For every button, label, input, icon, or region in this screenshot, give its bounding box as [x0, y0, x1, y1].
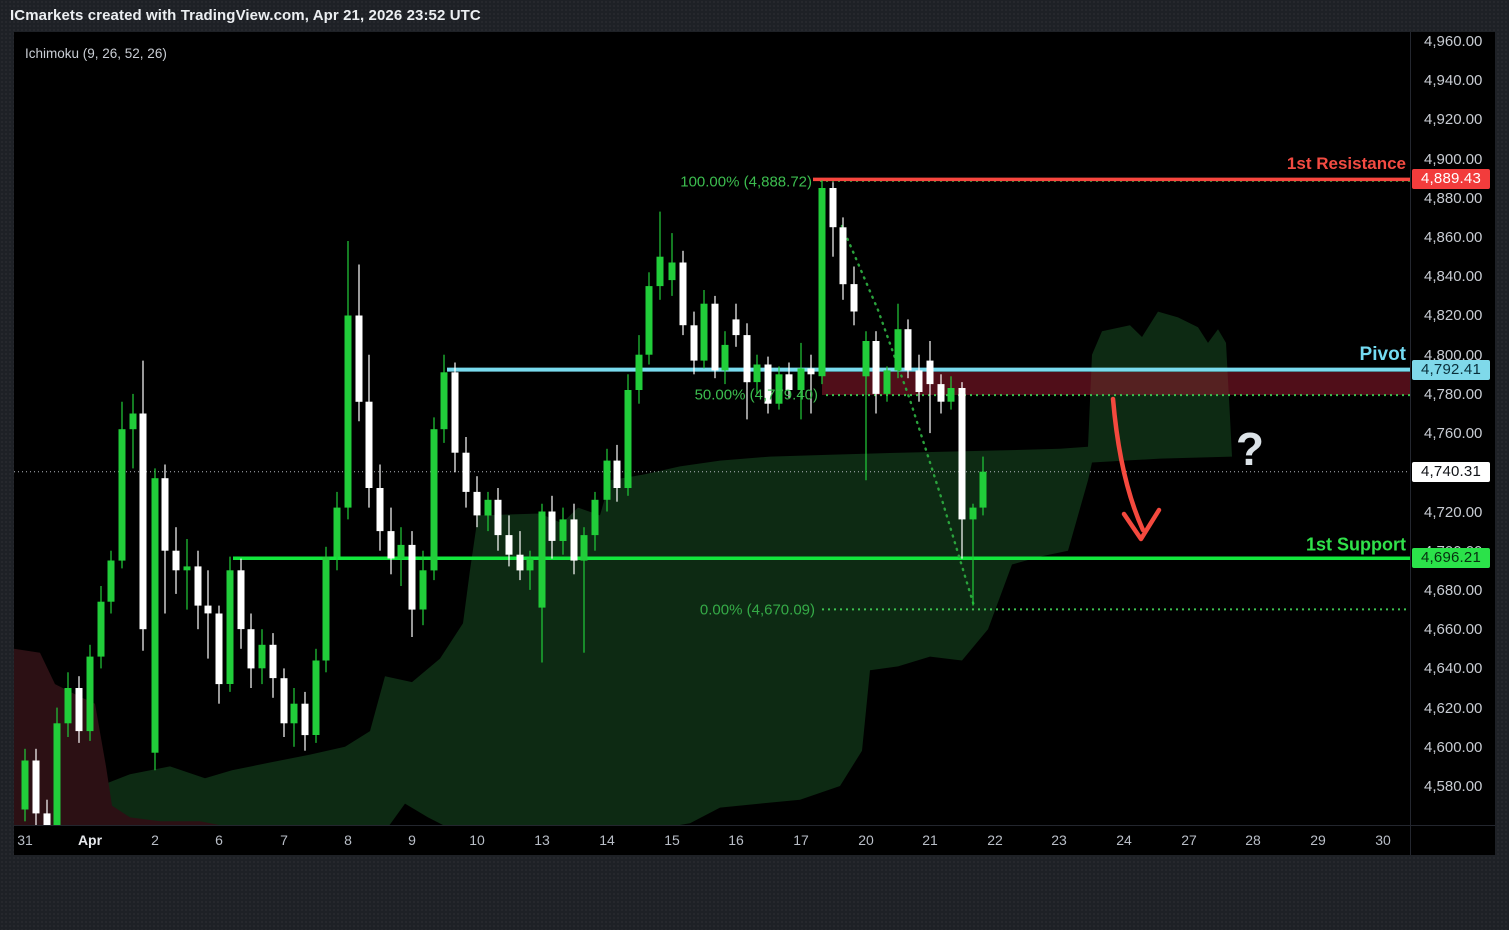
- time-axis-tick: 20: [858, 832, 874, 848]
- price-axis-tick: 4,660.00: [1424, 621, 1483, 639]
- price-axis-tick: 4,760.00: [1424, 425, 1483, 443]
- time-axis-tick: 7: [280, 832, 288, 848]
- time-axis-tick: 21: [922, 832, 938, 848]
- time-axis-tick: 24: [1116, 832, 1132, 848]
- time-axis-tick: 15: [664, 832, 680, 848]
- time-axis-tick: 23: [1051, 832, 1067, 848]
- resistance-label[interactable]: 1st Resistance: [1286, 154, 1406, 173]
- time-axis-tick: 29: [1310, 832, 1326, 848]
- price-axis-tick: 4,800.00: [1424, 346, 1483, 364]
- time-axis-tick: 27: [1181, 832, 1197, 848]
- price-axis-tick: 4,620.00: [1424, 699, 1483, 717]
- price-axis-tick: 4,860.00: [1424, 229, 1483, 247]
- fib-0-label[interactable]: 0.00% (4,670.09): [699, 601, 815, 619]
- time-axis-tick: 6: [215, 832, 223, 848]
- time-axis-tick: 16: [728, 832, 744, 848]
- time-axis-tick: 2: [151, 832, 159, 848]
- header: ICmarkets created with TradingView.com, …: [0, 0, 1509, 32]
- price-axis-tick: 4,720.00: [1424, 503, 1483, 521]
- time-axis-tick: 22: [987, 832, 1003, 848]
- price-axis-tick: 4,680.00: [1424, 581, 1483, 599]
- time-axis[interactable]: 31 Apr 2 6 7 8 9 10 13 14 15 16 17 20 21 22 23 24 27 28 29 30: [14, 825, 1410, 855]
- price-axis-tick: 4,840.00: [1424, 268, 1483, 286]
- last-price-badge: 4,740.31: [1412, 461, 1490, 482]
- time-axis-tick: 30: [1375, 832, 1391, 848]
- support-label[interactable]: 1st Support: [1305, 534, 1406, 555]
- question-mark[interactable]: ?: [1235, 423, 1264, 475]
- time-axis-tick: 8: [344, 832, 352, 848]
- price-axis-tick: 4,640.00: [1424, 660, 1483, 678]
- footer: TradingView: [0, 855, 1509, 930]
- pivot-price-badge: 4,792.41: [1412, 359, 1490, 380]
- indicator-legend[interactable]: Ichimoku (9, 26, 52, 26): [25, 46, 167, 61]
- price-axis-tick: 4,780.00: [1424, 385, 1483, 403]
- time-axis-tick: 28: [1245, 832, 1261, 848]
- time-axis-tick: 10: [469, 832, 485, 848]
- time-axis-tick: 9: [408, 832, 416, 848]
- pivot-label[interactable]: Pivot: [1359, 344, 1406, 365]
- time-axis-tick: 14: [599, 832, 615, 848]
- page-title: ICmarkets created with TradingView.com, …: [10, 7, 481, 24]
- price-axis-tick: 4,960.00: [1424, 33, 1483, 50]
- price-axis[interactable]: 4,960.00 4,940.00 4,920.00 4,900.00 4,880.00…: [1410, 32, 1495, 825]
- time-axis-tick: 17: [793, 832, 809, 848]
- time-axis-divider: [14, 825, 1495, 826]
- price-axis-divider: [1410, 32, 1411, 855]
- time-axis-tick: 13: [534, 832, 550, 848]
- price-axis-tick: 4,940.00: [1424, 72, 1483, 90]
- price-axis-tick: 4,820.00: [1424, 307, 1483, 325]
- chart-panel[interactable]: [14, 32, 1495, 855]
- price-axis-tick: 4,920.00: [1424, 111, 1483, 129]
- time-axis-tick: Apr: [77, 832, 103, 848]
- resistance-price-badge: 4,889.43: [1412, 169, 1490, 190]
- fib-100-label[interactable]: 100.00% (4,888.72): [680, 173, 812, 191]
- price-axis-tick: 4,880.00: [1424, 189, 1483, 207]
- support-price-badge: 4,696.21: [1412, 548, 1490, 569]
- price-axis-tick: 4,600.00: [1424, 738, 1483, 756]
- fib-50-label[interactable]: 50.00% (4,779.40): [694, 386, 818, 404]
- price-axis-tick: 4,900.00: [1424, 150, 1483, 168]
- price-axis-tick: 4,580.00: [1424, 778, 1483, 795]
- time-axis-tick: 31: [17, 832, 33, 848]
